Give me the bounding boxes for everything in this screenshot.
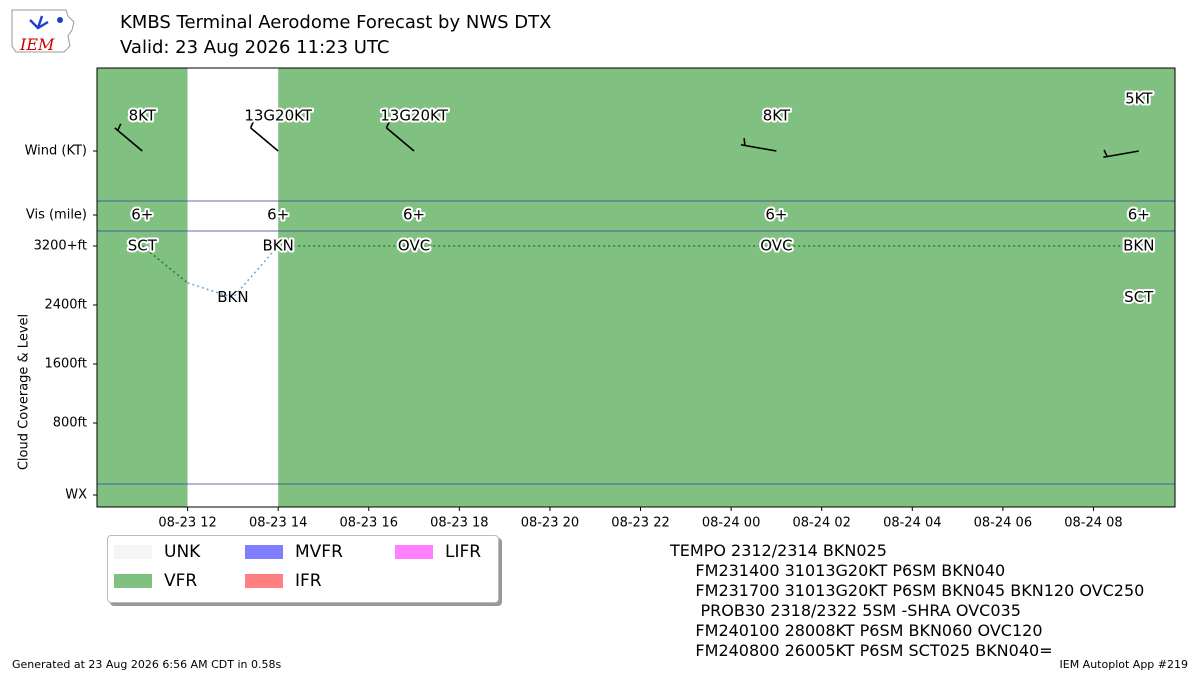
wind-label: 8KT: [763, 107, 791, 125]
wind-label: 5KT: [1125, 90, 1153, 108]
legend-swatch-ifr: [245, 574, 283, 588]
cloud-label: BKN: [1123, 237, 1154, 255]
y-tick-label: 3200+ft: [34, 239, 87, 254]
legend-label-unk: UNK: [164, 542, 201, 562]
legend: UNK MVFR LIFR VFR IFR: [107, 535, 499, 603]
plot-frame: [96, 67, 1176, 508]
x-tick-label: 08-23 12: [158, 516, 216, 531]
tempo-cloud-label: BKN: [217, 288, 248, 306]
ceiling-line-blue: [187, 245, 279, 299]
legend-swatch-mvfr: [245, 545, 283, 559]
y-tick-label: Vis (mile): [26, 208, 87, 223]
wind-barb-staff: [1103, 150, 1139, 159]
x-tick-label: 08-24 08: [1064, 516, 1122, 531]
x-tick-label: 08-24 02: [792, 516, 850, 531]
wind-label: 8KT: [129, 107, 157, 125]
taf-raw-text: TEMPO 2312/2314 BKN025 FM231400 31013G20…: [670, 541, 1145, 660]
x-tick-label: 08-24 04: [883, 516, 941, 531]
legend-swatch-lifr: [395, 545, 433, 559]
wind-barb-0: [114, 123, 143, 152]
wind-barb-flag: [249, 114, 258, 129]
category-span-vfr: [97, 68, 188, 507]
wind-barb-1: [249, 114, 279, 152]
y-tick-label: Wind (KT): [25, 144, 87, 159]
category-span-vfr: [278, 68, 1175, 507]
generated-timestamp: Generated at 23 Aug 2026 6:56 AM CDT in …: [12, 658, 282, 671]
y-tick-label: 1600ft: [44, 357, 87, 372]
cloud-label: SCT: [128, 237, 158, 255]
wind-label: 13G20KT: [380, 107, 448, 125]
legend-item-unk: UNK: [114, 542, 200, 562]
wind-barb-halfflag: [743, 138, 746, 146]
x-tick-label: 08-24 06: [974, 516, 1032, 531]
x-tick-label: 08-23 14: [249, 516, 307, 531]
legend-swatch-unk: [114, 545, 152, 559]
wind-barb-staff: [740, 143, 777, 152]
svg-text:IEM: IEM: [19, 35, 55, 54]
x-tick-label: 08-23 16: [340, 516, 398, 531]
visibility-label: 6+: [131, 206, 153, 224]
visibility-label: 6+: [1128, 206, 1150, 224]
x-tick-label: 08-23 18: [430, 516, 488, 531]
wind-barb-staff: [385, 127, 415, 152]
wind-barb-2: [385, 114, 415, 152]
wind-barb-halfflag: [117, 123, 122, 131]
wind-label: 13G20KT: [244, 107, 312, 125]
legend-label-vfr: VFR: [164, 571, 198, 591]
legend-item-ifr: IFR: [245, 571, 322, 591]
legend-label-mvfr: MVFR: [295, 542, 343, 562]
wind-barb-staff: [114, 127, 143, 152]
legend-item-mvfr: MVFR: [245, 542, 343, 562]
y-tick-label: 2400ft: [44, 298, 87, 313]
visibility-label: 6+: [267, 206, 289, 224]
visibility-label: 6+: [765, 206, 787, 224]
app-credit: IEM Autoplot App #219: [1059, 658, 1189, 671]
visibility-label: 6+: [403, 206, 425, 224]
y-tick-label: WX: [65, 488, 87, 503]
wind-barb-3: [740, 138, 777, 152]
cloud-label: OVC: [398, 237, 430, 255]
wind-barb-4: [1103, 149, 1139, 159]
y-axis-label: Cloud Coverage & Level: [17, 314, 32, 470]
chart-title: KMBS Terminal Aerodome Forecast by NWS D…: [120, 12, 552, 33]
cloud-label: OVC: [760, 237, 792, 255]
wind-barb-staff: [250, 127, 279, 152]
legend-label-ifr: IFR: [295, 571, 322, 591]
y-tick-label: 800ft: [53, 416, 87, 431]
legend-label-lifr: LIFR: [445, 542, 482, 562]
wind-barb-halfflag: [1103, 149, 1108, 157]
wind-barb-flag: [385, 114, 394, 129]
cloud-label: SCT: [1124, 288, 1154, 306]
x-tick-label: 08-24 00: [702, 516, 760, 531]
x-tick-label: 08-23 20: [521, 516, 579, 531]
chart-subtitle: Valid: 23 Aug 2026 11:23 UTC: [120, 37, 390, 58]
legend-item-vfr: VFR: [114, 571, 197, 591]
x-tick-label: 08-23 22: [611, 516, 669, 531]
legend-item-lifr: LIFR: [395, 542, 481, 562]
iem-logo: IEM: [8, 6, 80, 58]
cloud-label: BKN: [262, 237, 293, 255]
legend-swatch-vfr: [114, 574, 152, 588]
